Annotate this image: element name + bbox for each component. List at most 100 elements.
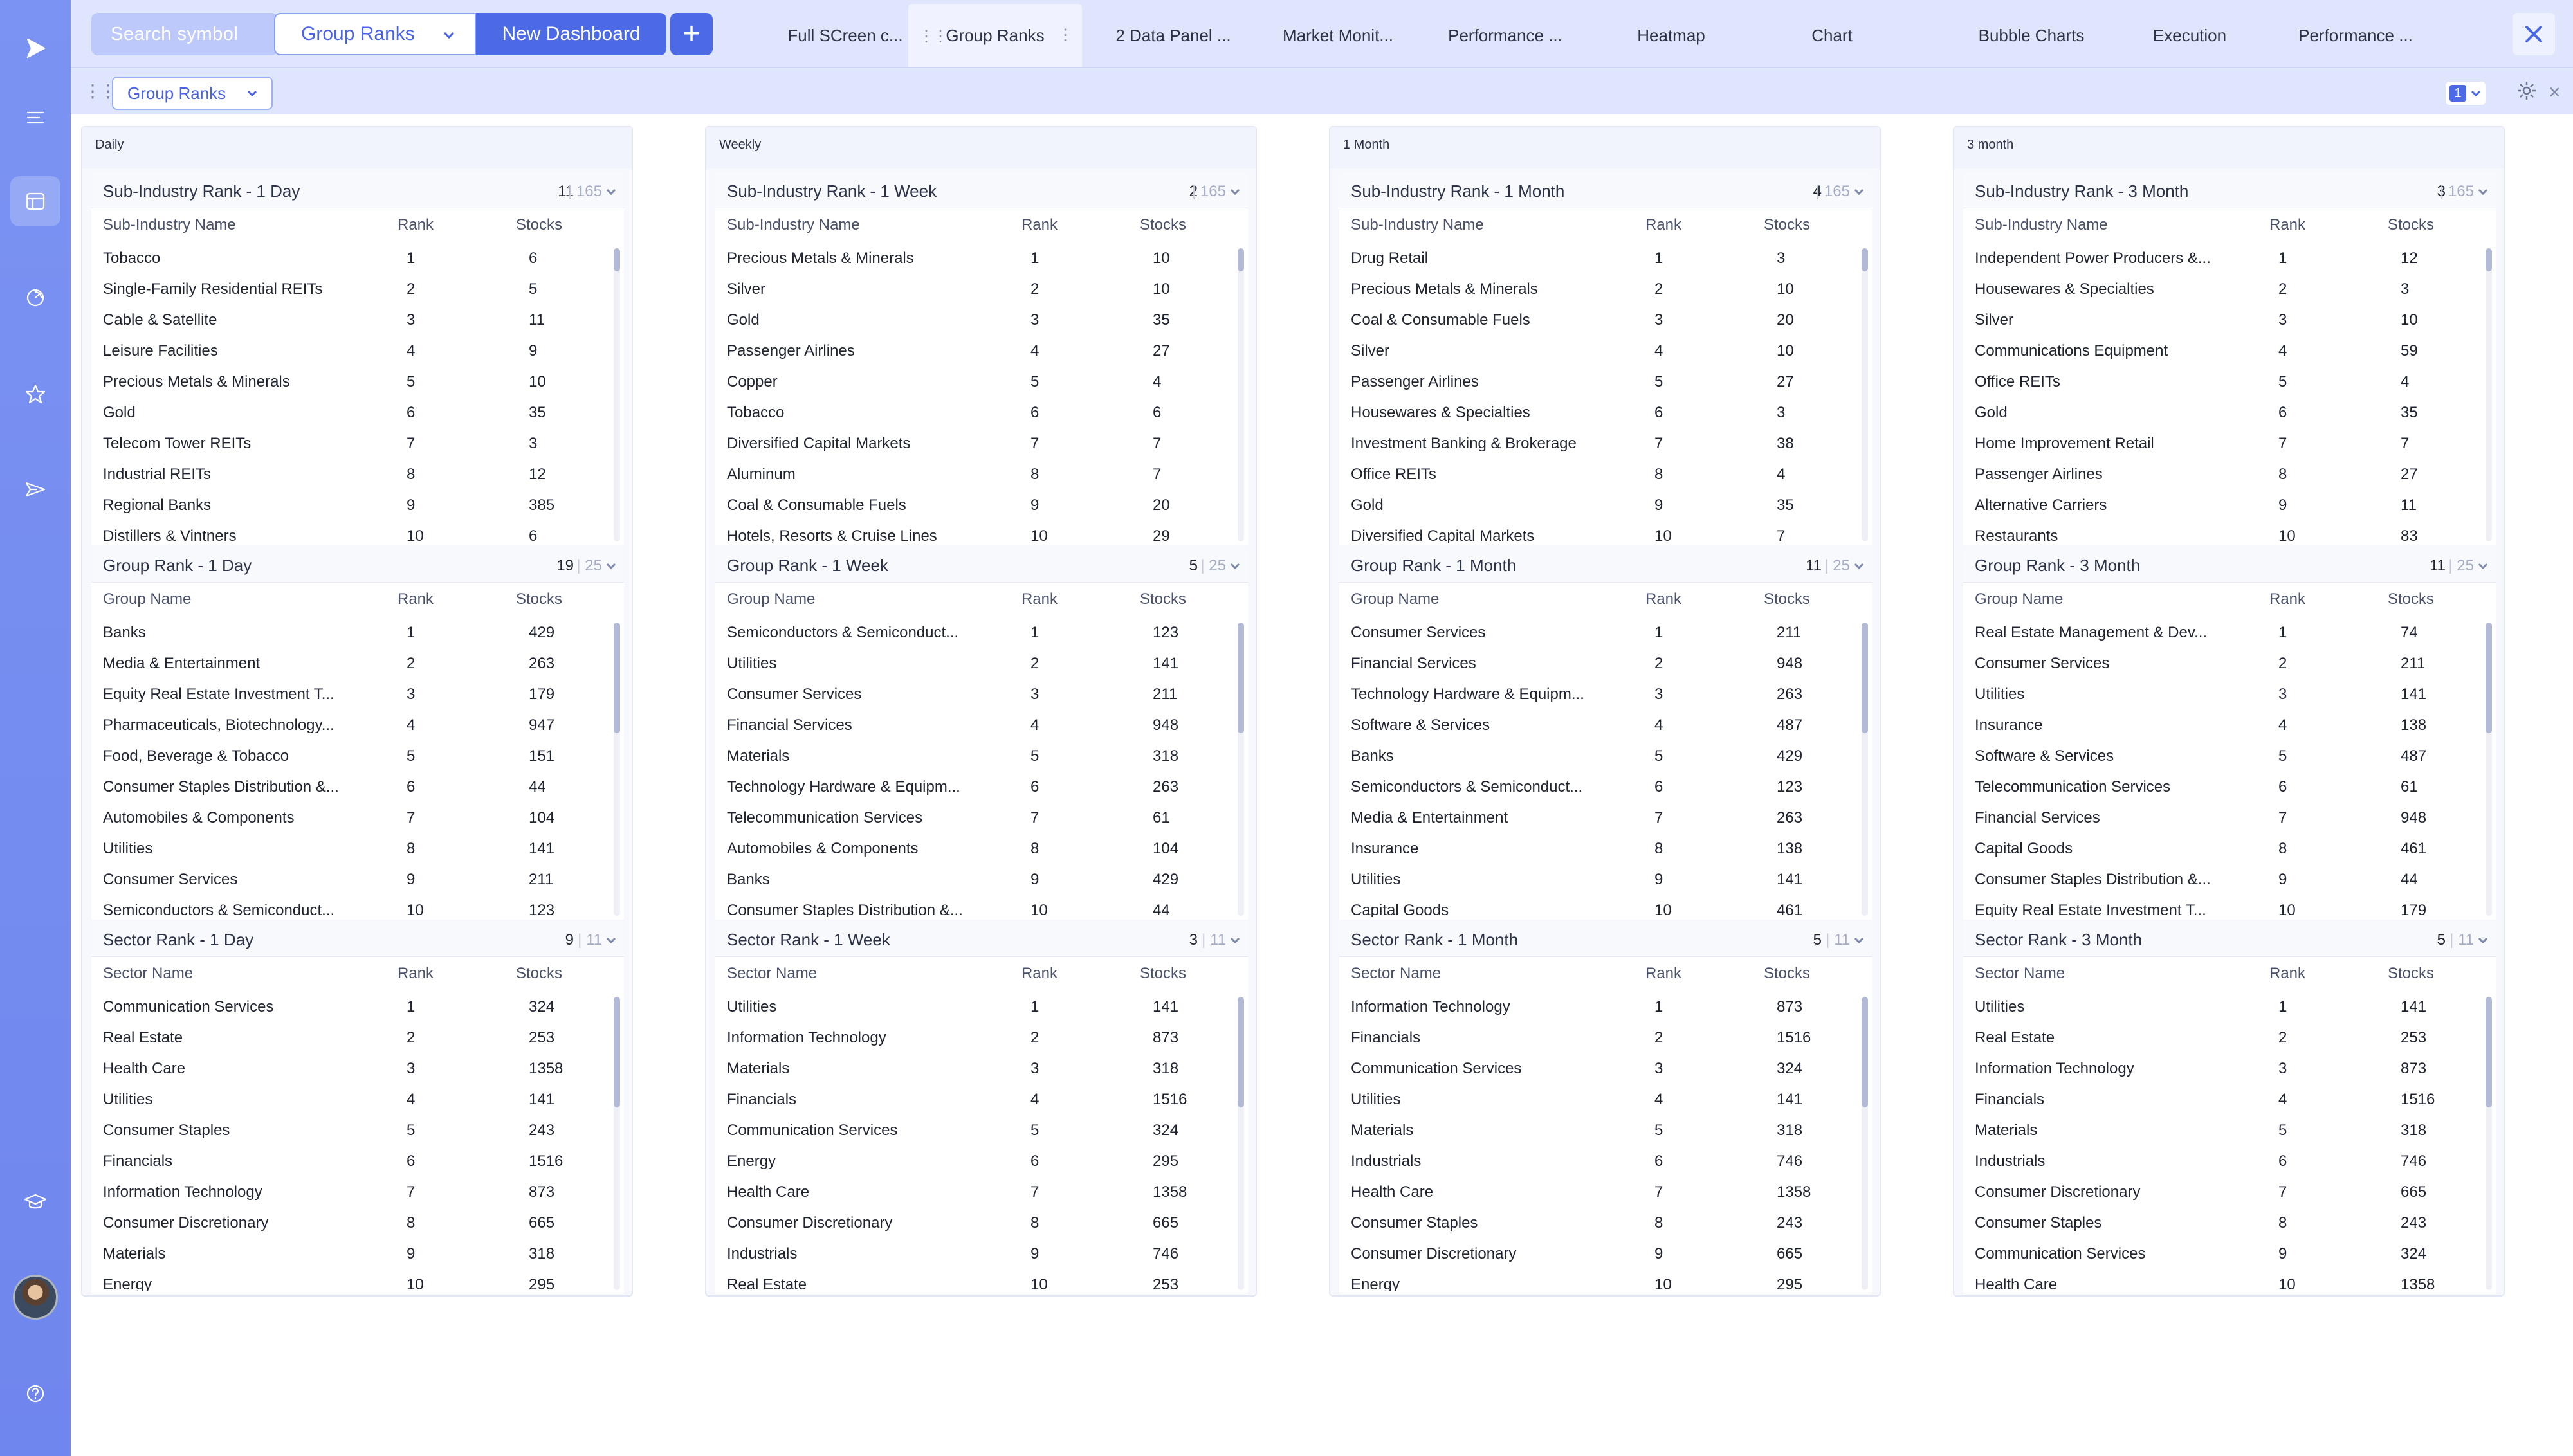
table-row[interactable]: Equity Real Estate Investment T... 3 179 xyxy=(91,679,624,710)
table-row[interactable]: Housewares & Specialties 6 3 xyxy=(1339,397,1872,428)
table-row[interactable]: Housewares & Specialties 2 3 xyxy=(1963,274,2496,305)
column-header-rank[interactable]: Rank xyxy=(398,965,434,982)
table-row[interactable]: Consumer Staples Distribution &... 6 44 xyxy=(91,772,624,803)
chevron-down-icon[interactable] xyxy=(605,185,618,198)
scrollbar[interactable] xyxy=(614,623,620,916)
table-row[interactable]: Communications Equipment 4 59 xyxy=(1963,336,2496,367)
table-row[interactable]: Information Technology 3 873 xyxy=(1963,1053,2496,1084)
table-row[interactable]: Precious Metals & Minerals 5 10 xyxy=(91,367,624,397)
table-row[interactable]: Gold 6 35 xyxy=(1963,397,2496,428)
scrollbar-thumb[interactable] xyxy=(614,997,620,1107)
table-row[interactable]: Financials 6 1516 xyxy=(91,1146,624,1177)
chevron-down-icon[interactable] xyxy=(2477,185,2489,198)
chevron-down-icon[interactable] xyxy=(1853,185,1865,198)
chevron-down-icon[interactable] xyxy=(1853,560,1865,572)
column-header-name[interactable]: Sub-Industry Name xyxy=(1975,216,2108,233)
table-row[interactable]: Utilities 4 141 xyxy=(91,1084,624,1115)
table-row[interactable]: Semiconductors & Semiconduct... 1 123 xyxy=(715,617,1248,648)
table-row[interactable]: Pharmaceuticals, Biotechnology... 4 947 xyxy=(91,710,624,741)
tab-execution[interactable]: Execution xyxy=(2114,4,2266,67)
table-row[interactable]: Coal & Consumable Fuels 9 20 xyxy=(715,490,1248,521)
column-header-name[interactable]: Sub-Industry Name xyxy=(1351,216,1484,233)
table-row[interactable]: Semiconductors & Semiconduct... 6 123 xyxy=(1339,772,1872,803)
column-header-rank[interactable]: Rank xyxy=(2269,965,2306,982)
table-row[interactable]: Investment Banking & Brokerage 7 38 xyxy=(1339,428,1872,459)
table-row[interactable]: Technology Hardware & Equipm... 6 263 xyxy=(715,772,1248,803)
table-row[interactable]: Diversified Capital Markets 10 7 xyxy=(1339,521,1872,543)
scrollbar[interactable] xyxy=(1238,248,1244,541)
tab-2-data-panel[interactable]: 2 Data Panel ... xyxy=(1097,4,1249,67)
column-header-stocks[interactable]: Stocks xyxy=(1140,965,1187,982)
table-row[interactable]: Automobiles & Components 8 104 xyxy=(715,833,1248,864)
column-header-rank[interactable]: Rank xyxy=(2269,216,2306,233)
table-row[interactable]: Independent Power Producers &... 1 12 xyxy=(1963,243,2496,274)
logo-play-icon[interactable] xyxy=(10,23,60,73)
table-row[interactable]: Utilities 3 141 xyxy=(1963,679,2496,710)
table-row[interactable]: Consumer Services 3 211 xyxy=(715,679,1248,710)
table-row[interactable]: Precious Metals & Minerals 1 10 xyxy=(715,243,1248,274)
scrollbar-thumb[interactable] xyxy=(1238,248,1244,271)
chevron-down-icon[interactable] xyxy=(2477,934,2489,947)
chevron-down-icon[interactable] xyxy=(1853,934,1865,947)
table-row[interactable]: Utilities 9 141 xyxy=(1339,864,1872,895)
column-header-rank[interactable]: Rank xyxy=(1021,216,1058,233)
scrollbar-thumb[interactable] xyxy=(2486,623,2492,733)
graduation-cap-icon[interactable] xyxy=(10,1177,60,1227)
table-row[interactable]: Financial Services 4 948 xyxy=(715,710,1248,741)
close-panel-icon[interactable]: × xyxy=(2549,80,2561,104)
table-row[interactable]: Aluminum 8 7 xyxy=(715,459,1248,490)
table-row[interactable]: Gold 3 35 xyxy=(715,305,1248,336)
scrollbar[interactable] xyxy=(1862,997,1868,1290)
column-header-stocks[interactable]: Stocks xyxy=(1764,965,1811,982)
drag-handle-icon[interactable]: ⋮⋮ xyxy=(84,81,117,101)
tab-full-screen[interactable]: Full SCreen c... xyxy=(769,4,921,67)
tab-performance-2[interactable]: Performance ... xyxy=(2280,4,2431,67)
scrollbar-thumb[interactable] xyxy=(1862,623,1868,733)
column-header-stocks[interactable]: Stocks xyxy=(516,590,563,608)
table-row[interactable]: Communication Services 5 324 xyxy=(715,1115,1248,1146)
chevron-down-icon[interactable] xyxy=(1229,560,1241,572)
table-row[interactable]: Communication Services 1 324 xyxy=(91,992,624,1023)
column-header-stocks[interactable]: Stocks xyxy=(1764,590,1811,608)
table-row[interactable]: Distillers & Vintners 10 6 xyxy=(91,521,624,543)
star-icon[interactable] xyxy=(10,369,60,419)
table-row[interactable]: Silver 3 10 xyxy=(1963,305,2496,336)
table-row[interactable]: Banks 9 429 xyxy=(715,864,1248,895)
table-row[interactable]: Energy 6 295 xyxy=(715,1146,1248,1177)
dashboard-icon[interactable] xyxy=(10,176,60,226)
table-row[interactable]: Office REITs 5 4 xyxy=(1963,367,2496,397)
column-header-stocks[interactable]: Stocks xyxy=(2388,590,2435,608)
table-row[interactable]: Materials 5 318 xyxy=(1339,1115,1872,1146)
scrollbar[interactable] xyxy=(2486,248,2492,541)
tab-heatmap[interactable]: Heatmap xyxy=(1595,4,1747,67)
table-row[interactable]: Hotels, Resorts & Cruise Lines 10 29 xyxy=(715,521,1248,543)
table-row[interactable]: Consumer Discretionary 7 665 xyxy=(1963,1177,2496,1208)
chevron-down-icon[interactable] xyxy=(2477,560,2489,572)
table-row[interactable]: Food, Beverage & Tobacco 5 151 xyxy=(91,741,624,772)
table-row[interactable]: Office REITs 8 4 xyxy=(1339,459,1872,490)
chevron-down-icon[interactable] xyxy=(1229,934,1241,947)
table-row[interactable]: Consumer Staples Distribution &... 10 44 xyxy=(715,895,1248,917)
table-row[interactable]: Utilities 1 141 xyxy=(1963,992,2496,1023)
add-button[interactable]: + xyxy=(670,13,713,55)
table-row[interactable]: Utilities 4 141 xyxy=(1339,1084,1872,1115)
table-row[interactable]: Consumer Staples 8 243 xyxy=(1963,1208,2496,1239)
scrollbar-thumb[interactable] xyxy=(1238,623,1244,733)
new-dashboard-button[interactable]: New Dashboard xyxy=(476,13,666,55)
table-row[interactable]: Information Technology 1 873 xyxy=(1339,992,1872,1023)
table-row[interactable]: Consumer Staples 5 243 xyxy=(91,1115,624,1146)
table-row[interactable]: Cable & Satellite 3 11 xyxy=(91,305,624,336)
table-row[interactable]: Consumer Staples Distribution &... 9 44 xyxy=(1963,864,2496,895)
search-symbol-input[interactable]: Search symbol xyxy=(91,13,278,55)
column-header-name[interactable]: Sector Name xyxy=(103,965,194,982)
table-row[interactable]: Consumer Discretionary 8 665 xyxy=(91,1208,624,1239)
chevron-down-icon[interactable] xyxy=(1229,185,1241,198)
table-row[interactable]: Gold 6 35 xyxy=(91,397,624,428)
table-row[interactable]: Utilities 8 141 xyxy=(91,833,624,864)
table-row[interactable]: Media & Entertainment 2 263 xyxy=(91,648,624,679)
table-row[interactable]: Consumer Staples 8 243 xyxy=(1339,1208,1872,1239)
table-row[interactable]: Real Estate 2 253 xyxy=(91,1023,624,1053)
settings-gear-icon[interactable] xyxy=(2515,79,2541,105)
column-header-stocks[interactable]: Stocks xyxy=(1140,216,1187,233)
column-header-rank[interactable]: Rank xyxy=(398,216,434,233)
